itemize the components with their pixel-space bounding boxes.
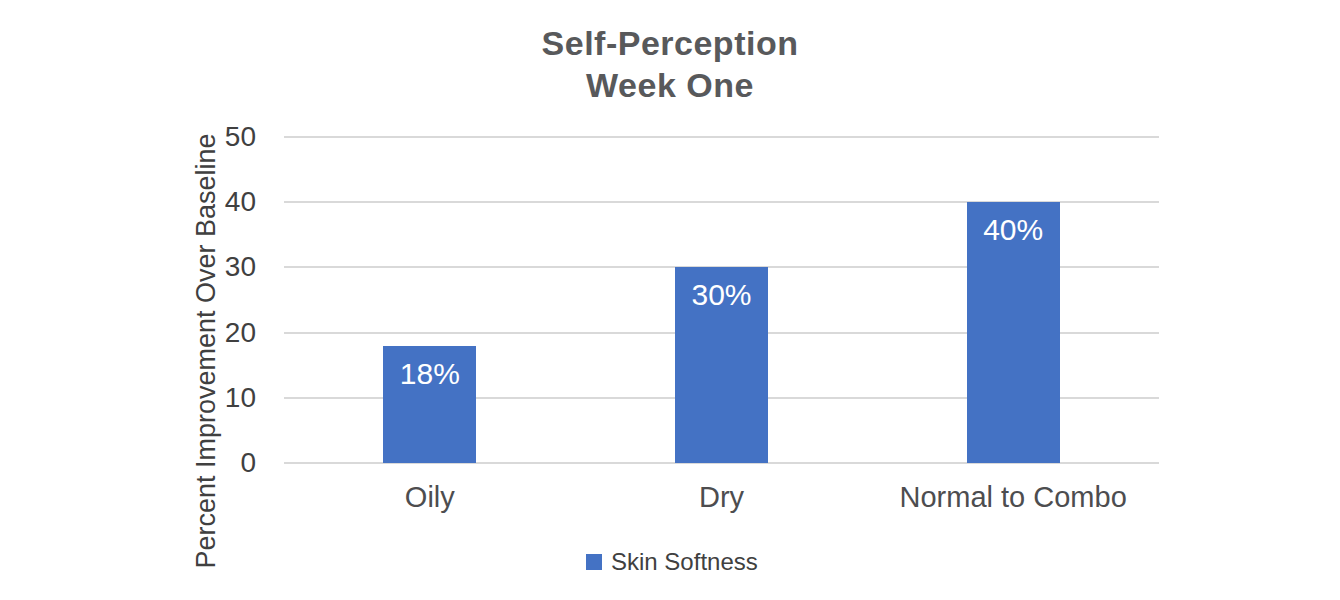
chart-title-line-2: Week One (0, 64, 1340, 106)
y-tick-label-20: 20 (0, 318, 256, 348)
gridline-50 (284, 136, 1159, 138)
legend-color-swatch (586, 554, 602, 570)
chart-title: Self-Perception Week One (0, 22, 1340, 106)
chart-canvas: Self-Perception Week One Percent Improve… (0, 0, 1340, 600)
chart-title-line-1: Self-Perception (0, 22, 1340, 64)
y-tick-label-40: 40 (0, 187, 256, 217)
category-label-normal-to-combo: Normal to Combo (900, 481, 1127, 513)
bar-oily: 18% (383, 346, 476, 463)
y-axis-tick-labels: 01020304050 (0, 137, 256, 463)
bar-data-label-oily: 18% (383, 346, 476, 391)
bar-normal-to-combo: 40% (967, 202, 1060, 463)
bar-dry: 30% (675, 267, 768, 463)
legend: Skin Softness (586, 548, 758, 576)
y-tick-label-10: 10 (0, 383, 256, 413)
category-label-oily: Oily (405, 481, 455, 513)
legend-series-label: Skin Softness (611, 548, 758, 576)
y-tick-label-50: 50 (0, 122, 256, 152)
y-tick-label-30: 30 (0, 252, 256, 282)
x-axis-category-labels: Oily Dry Normal to Combo (284, 481, 1159, 515)
bar-data-label-dry: 30% (675, 267, 768, 312)
plot-area: 18% 30% 40% (284, 137, 1159, 463)
category-label-dry: Dry (699, 481, 744, 513)
bar-data-label-normal-to-combo: 40% (967, 202, 1060, 247)
y-tick-label-0: 0 (0, 448, 256, 478)
